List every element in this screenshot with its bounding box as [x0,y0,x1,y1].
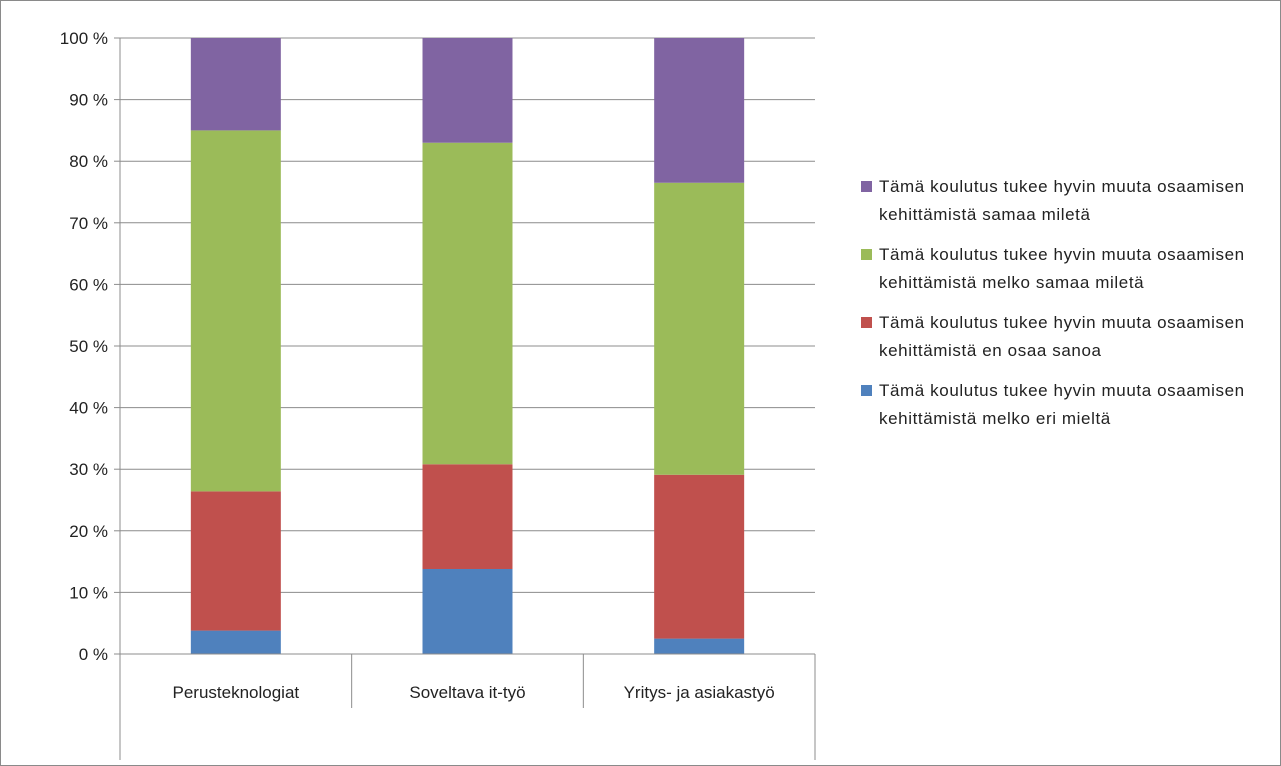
legend-swatch [861,249,872,260]
bar-segment [422,38,513,143]
y-tick-label: 20 % [69,522,108,541]
bar-segment [422,464,513,569]
legend-label: Tämä koulutus tukee hyvin muuta osaamise… [879,245,1245,292]
y-tick-label: 0 % [79,645,108,664]
y-tick-label: 50 % [69,337,108,356]
bar-segment [654,638,745,654]
legend-swatch [861,317,872,328]
bar-segment [190,491,281,631]
category-label: Soveltava it-työ [409,683,525,702]
category-label: Perusteknologiat [173,683,300,702]
legend-label: Tämä koulutus tukee hyvin muuta osaamise… [879,313,1245,360]
legend-item-samaa-mielta: Tämä koulutus tukee hyvin muuta osaamise… [861,173,1261,229]
bar-segment [190,630,281,654]
legend-swatch [861,181,872,192]
legend-label: Tämä koulutus tukee hyvin muuta osaamise… [879,177,1245,224]
axes [119,38,816,760]
bars [190,38,745,654]
y-tick-label: 100 % [60,29,108,48]
legend: Tämä koulutus tukee hyvin muuta osaamise… [861,173,1261,445]
y-tick-label: 60 % [69,275,108,294]
legend-swatch [861,385,872,396]
y-tick-label: 40 % [69,399,108,418]
legend-item-melko-eri-mielta: Tämä koulutus tukee hyvin muuta osaamise… [861,377,1261,433]
bar-segment [422,142,513,465]
bar-segment [654,182,745,475]
y-tick-label: 90 % [69,91,108,110]
bar-segment [190,130,281,492]
bar-segment [654,474,745,639]
y-tick-label: 30 % [69,460,108,479]
category-labels: Perusteknologiat Soveltava it-työ Yritys- … [173,683,775,702]
legend-label: Tämä koulutus tukee hyvin muuta osaamise… [879,381,1245,428]
bar-segment [190,38,281,131]
y-tick-label: 70 % [69,214,108,233]
y-axis-ticks: 0 % 10 % 20 % 30 % 40 % 50 % 60 % 70 % 80 % 90 % 1… [60,29,120,664]
category-label: Yritys- ja asiakastyö [624,683,775,702]
y-tick-label: 80 % [69,152,108,171]
bar-segment [422,568,513,654]
y-tick-label: 10 % [69,583,108,602]
bar-segment [654,38,745,183]
legend-item-en-osaa-sanoa: Tämä koulutus tukee hyvin muuta osaamise… [861,309,1261,365]
legend-item-melko-samaa-mielta: Tämä koulutus tukee hyvin muuta osaamise… [861,241,1261,297]
